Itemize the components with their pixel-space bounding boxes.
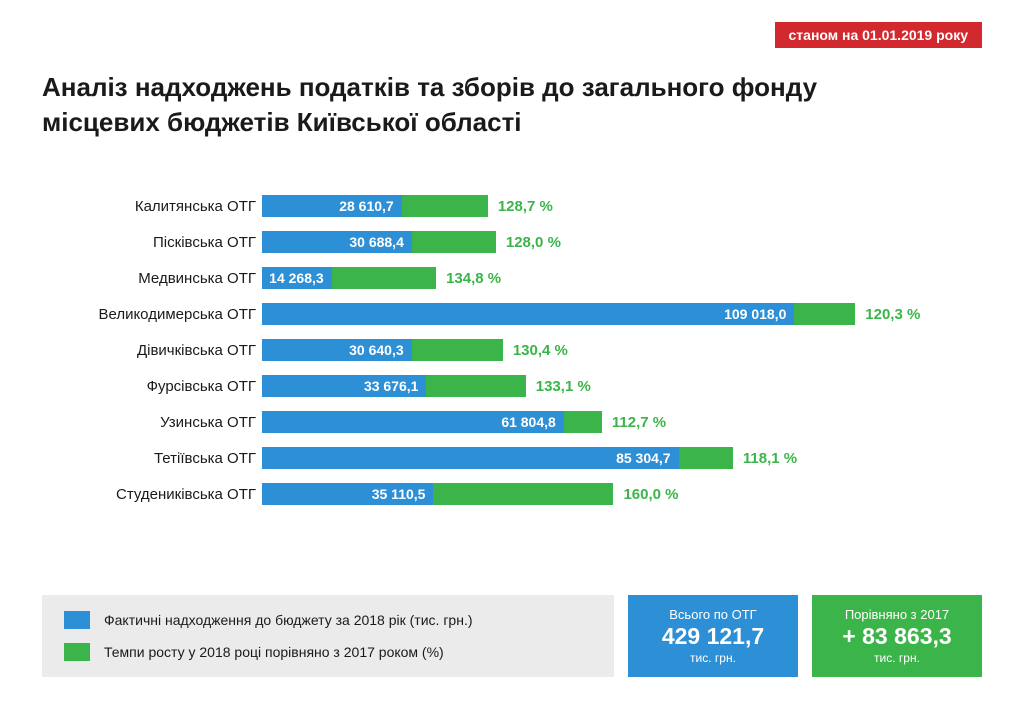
row-label: Великодимерська ОТГ <box>42 306 262 323</box>
row-label: Медвинська ОТГ <box>42 270 262 287</box>
growth-label: 160,0 % <box>623 486 678 503</box>
chart-row: Дівичківська ОТГ30 640,3 130,4 % <box>42 332 982 368</box>
growth-label: 128,7 % <box>498 198 553 215</box>
row-label: Фурсівська ОТГ <box>42 378 262 395</box>
growth-label: 133,1 % <box>536 378 591 395</box>
row-bars: 30 688,4 128,0 % <box>262 224 982 260</box>
chart-row: Студениківська ОТГ35 110,5 160,0 % <box>42 476 982 512</box>
row-label: Калитянська ОТГ <box>42 198 262 215</box>
growth-label: 118,1 % <box>743 450 797 467</box>
row-bars: 14 268,3 134,8 % <box>262 260 982 296</box>
chart-row: Тетіївська ОТГ85 304,7 118,1 % <box>42 440 982 476</box>
summary-total: Всього по ОТГ 429 121,7 тис. грн. <box>628 595 798 677</box>
row-bars: 33 676,1 133,1 % <box>262 368 982 404</box>
growth-label: 134,8 % <box>446 270 501 287</box>
legend-label-blue: Фактичні надходження до бюджету за 2018 … <box>104 612 473 628</box>
legend-item-green: Темпи росту у 2018 році порівняно з 2017… <box>64 643 592 661</box>
bar-growth <box>564 411 602 433</box>
row-label: Тетіївська ОТГ <box>42 450 262 467</box>
bar-growth <box>794 303 855 325</box>
bar-chart: Калитянська ОТГ28 610,7 128,7 % Пісківська… <box>42 188 982 512</box>
row-bars: 109 018,0 120,3 % <box>262 296 982 332</box>
bar-growth <box>679 447 733 469</box>
summary-compare-value: + 83 863,3 <box>818 624 976 649</box>
chart-row: Великодимерська ОТГ109 018,0 120,3 % <box>42 296 982 332</box>
row-bars: 35 110,5 160,0 % <box>262 476 982 512</box>
growth-label: 130,4 % <box>513 342 568 359</box>
summary-compare: Порівняно з 2017 + 83 863,3 тис. грн. <box>812 595 982 677</box>
row-bars: 85 304,7 118,1 % <box>262 440 982 476</box>
bar-value: 85 304,7 <box>262 447 679 469</box>
legend-swatch-blue <box>64 611 90 629</box>
summary-total-unit: тис. грн. <box>634 651 792 665</box>
growth-label: 128,0 % <box>506 234 561 251</box>
row-bars: 30 640,3 130,4 % <box>262 332 982 368</box>
row-label: Узинська ОТГ <box>42 414 262 431</box>
bar-value: 28 610,7 <box>262 195 402 217</box>
bar-value: 35 110,5 <box>262 483 433 505</box>
row-label: Дівичківська ОТГ <box>42 342 262 359</box>
summary-compare-unit: тис. грн. <box>818 651 976 665</box>
bar-growth <box>412 231 496 253</box>
row-bars: 28 610,7 128,7 % <box>262 188 982 224</box>
chart-row: Медвинська ОТГ14 268,3 134,8 % <box>42 260 982 296</box>
bottom-panel: Фактичні надходження до бюджету за 2018 … <box>42 595 982 677</box>
bar-growth <box>433 483 613 505</box>
bar-growth <box>332 267 436 289</box>
chart-row: Фурсівська ОТГ33 676,1 133,1 % <box>42 368 982 404</box>
row-bars: 61 804,8 112,7 % <box>262 404 982 440</box>
legend-swatch-green <box>64 643 90 661</box>
legend: Фактичні надходження до бюджету за 2018 … <box>42 595 614 677</box>
row-label: Пісківська ОТГ <box>42 234 262 251</box>
growth-label: 112,7 % <box>612 414 666 431</box>
bar-value: 30 640,3 <box>262 339 412 361</box>
summary-total-value: 429 121,7 <box>634 624 792 649</box>
legend-item-blue: Фактичні надходження до бюджету за 2018 … <box>64 611 592 629</box>
chart-row: Узинська ОТГ61 804,8 112,7 % <box>42 404 982 440</box>
bar-growth <box>426 375 525 397</box>
bar-growth <box>412 339 503 361</box>
summary-compare-head: Порівняно з 2017 <box>818 607 976 622</box>
chart-row: Пісківська ОТГ30 688,4 128,0 % <box>42 224 982 260</box>
bar-value: 14 268,3 <box>262 267 332 289</box>
summary-total-head: Всього по ОТГ <box>634 607 792 622</box>
legend-label-green: Темпи росту у 2018 році порівняно з 2017… <box>104 644 444 660</box>
bar-value: 33 676,1 <box>262 375 426 397</box>
date-badge: станом на 01.01.2019 року <box>775 22 982 48</box>
page-title: Аналіз надходжень податків та зборів до … <box>42 70 922 140</box>
row-label: Студениківська ОТГ <box>42 486 262 503</box>
bar-value: 109 018,0 <box>262 303 794 325</box>
bar-value: 30 688,4 <box>262 231 412 253</box>
bar-growth <box>402 195 488 217</box>
bar-value: 61 804,8 <box>262 411 564 433</box>
chart-row: Калитянська ОТГ28 610,7 128,7 % <box>42 188 982 224</box>
growth-label: 120,3 % <box>865 306 920 323</box>
